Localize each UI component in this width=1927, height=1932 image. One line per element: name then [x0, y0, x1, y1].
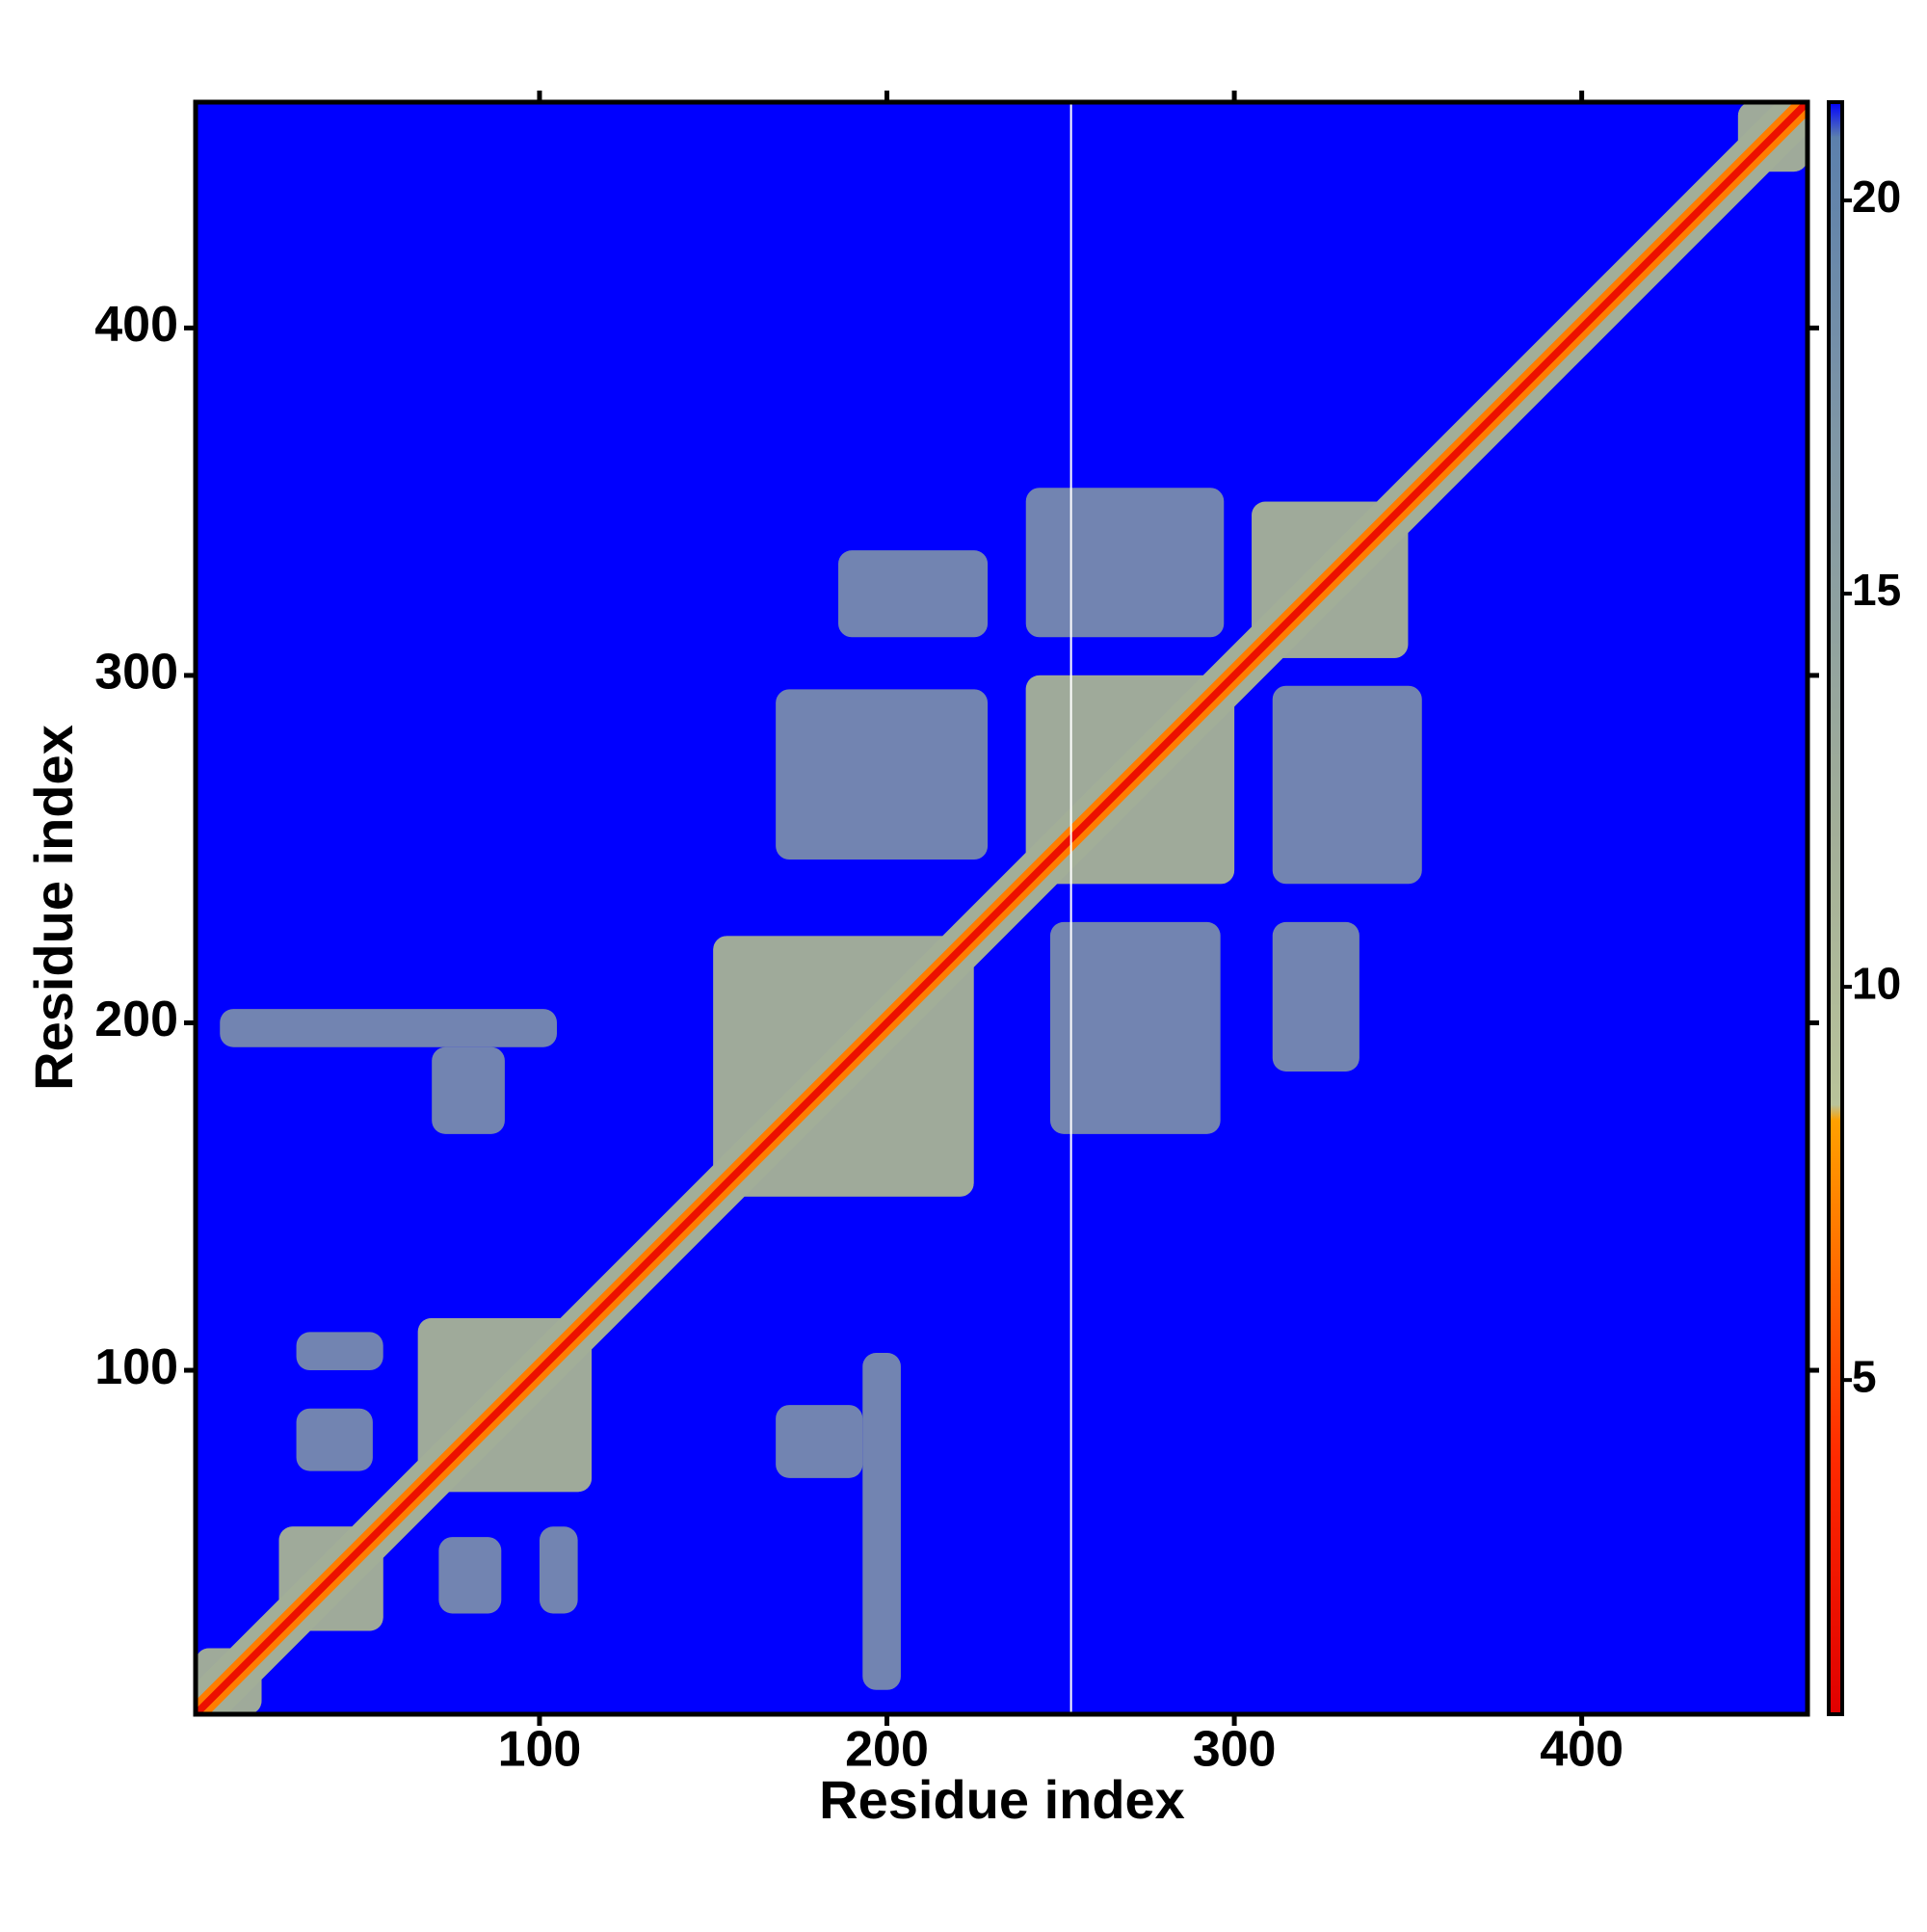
plot-frame	[193, 99, 1810, 1717]
x-axis-title: Residue index	[819, 1769, 1185, 1830]
x-tick-label: 400	[1540, 1722, 1623, 1778]
contact-patch	[296, 1332, 383, 1371]
diagonal-band	[196, 102, 1808, 1714]
y-tick-label: 100	[94, 1339, 178, 1395]
colorbar	[1827, 100, 1844, 1716]
contact-patch	[1049, 921, 1221, 1134]
colorbar-tick-label: 20	[1852, 172, 1901, 222]
y-tick-label: 200	[94, 992, 178, 1047]
contact-patch	[1272, 921, 1359, 1072]
plot-area	[196, 102, 1808, 1714]
contact-patch	[838, 550, 989, 638]
y-tick-label: 300	[94, 645, 178, 701]
colorbar-tick-label: 10	[1852, 958, 1901, 1008]
y-axis-title: Residue index	[23, 725, 84, 1091]
colorbar-tick-label: 15	[1852, 565, 1901, 615]
contact-patch	[432, 1046, 505, 1134]
contact-patch	[1025, 488, 1225, 638]
x-tick-label: 200	[845, 1722, 929, 1778]
x-tick-label: 100	[498, 1722, 582, 1778]
x-tick-label: 300	[1193, 1722, 1277, 1778]
contact-patch	[438, 1537, 502, 1614]
contact-patch	[776, 1405, 863, 1478]
contact-patch	[1272, 685, 1422, 885]
contact-patch	[862, 1353, 901, 1690]
contact-patch	[296, 1408, 373, 1471]
colorbar-tick-label: 5	[1852, 1351, 1877, 1401]
contact-patch	[220, 1009, 557, 1047]
contact-patch	[539, 1526, 578, 1614]
y-tick-label: 400	[94, 297, 178, 353]
contact-patch	[776, 689, 989, 860]
